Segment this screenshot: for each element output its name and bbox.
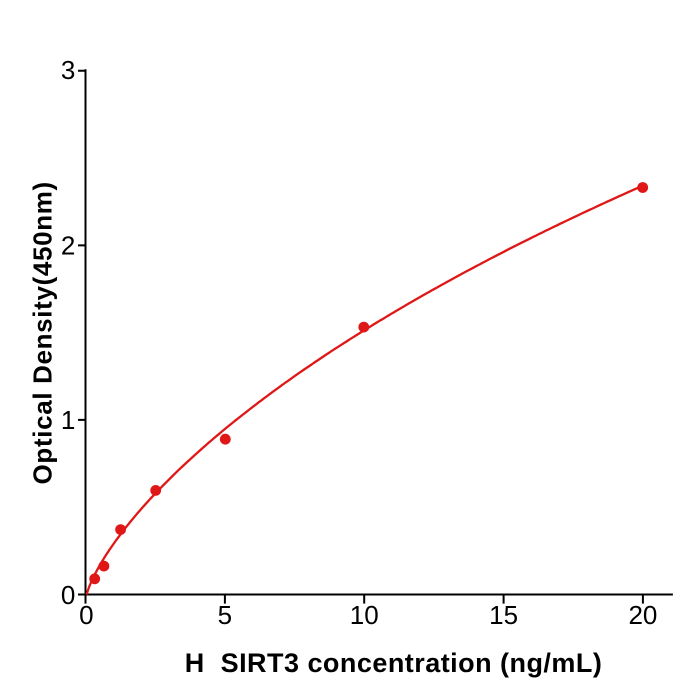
svg-text:2: 2 bbox=[61, 231, 75, 261]
svg-text:H SIRT3 concentration (ng/mL): H SIRT3 concentration (ng/mL) bbox=[185, 648, 603, 678]
svg-text:1: 1 bbox=[61, 405, 75, 435]
svg-text:0: 0 bbox=[61, 580, 75, 610]
svg-text:20: 20 bbox=[628, 600, 657, 630]
svg-text:5: 5 bbox=[218, 600, 232, 630]
svg-text:15: 15 bbox=[489, 600, 518, 630]
svg-text:0: 0 bbox=[79, 600, 93, 630]
svg-text:Optical Density(450nm): Optical Density(450nm) bbox=[28, 181, 58, 484]
svg-text:3: 3 bbox=[61, 55, 75, 85]
svg-text:10: 10 bbox=[350, 600, 379, 630]
